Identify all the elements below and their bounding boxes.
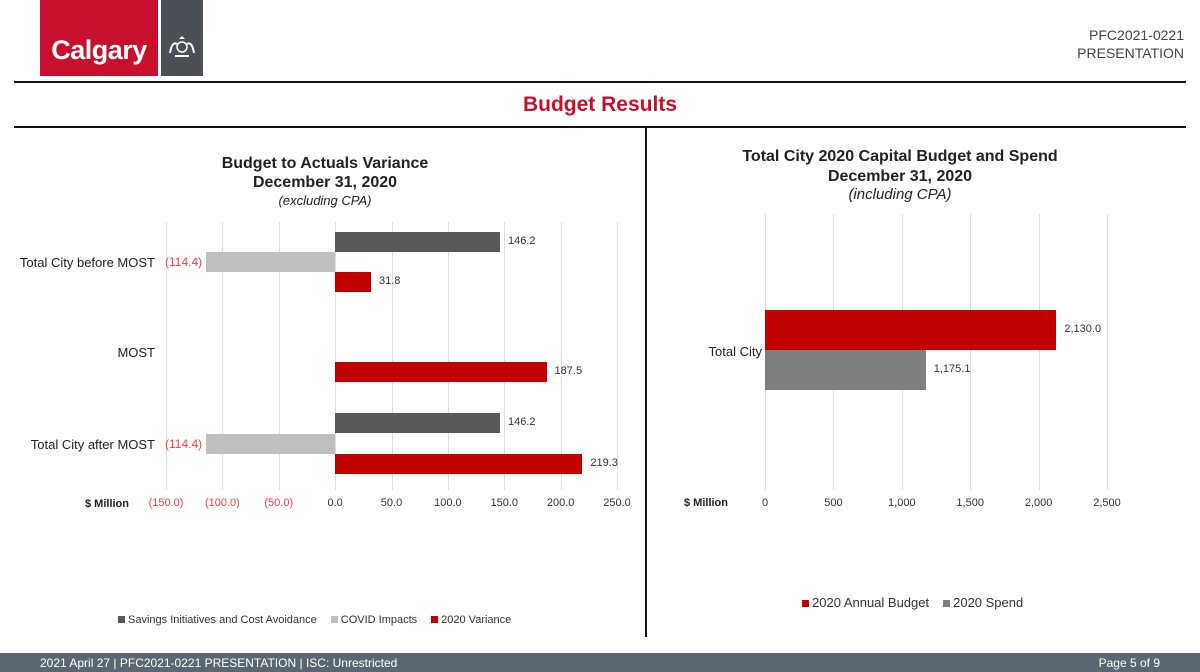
page-number: Page 5 of 9 [1098,655,1160,670]
footer-info: 2021 April 27 | PFC2021-0221 PRESENTATIO… [40,655,398,670]
data-label: 146.2 [507,235,536,247]
legend-item: 2020 Annual Budget [802,595,929,610]
title-rule [14,126,1186,128]
footer: 2021 April 27 | PFC2021-0221 PRESENTATIO… [0,653,1200,672]
chart-title: Budget to Actuals Variance [221,155,429,172]
category-label: Total City [708,344,762,359]
legend-item: 2020 Variance [431,614,511,626]
gridline [447,222,449,490]
data-label: 219.3 [590,457,618,469]
tick-label: 50.0 [380,497,403,509]
tick-label: 0.0 [327,497,343,509]
legend: 2020 Annual Budget 2020 Spend [802,595,1023,610]
tick-label: 500 [824,497,843,509]
tick-label: 250.0 [603,497,631,509]
tick-label: (50.0) [264,497,294,509]
tick-label: (100.0) [204,497,240,509]
legend-label: 2020 Spend [953,595,1024,610]
doc-id-text: PFC2021-0221 [1089,27,1184,43]
legend-label: Savings Initiatives and Cost Avoidance [128,614,317,626]
legend-swatch [431,616,439,623]
category-label: Total City after MOST [30,437,155,452]
legend-item: 2020 Spend [943,595,1023,610]
data-label: (114.4) [165,255,203,269]
tick-label: 0 [761,497,769,509]
city-crest-icon [161,0,203,76]
legend-item: Savings Initiatives and Cost Avoidance [118,614,317,626]
gridline [278,222,280,490]
tick-label: (150.0) [148,497,184,509]
gridline [560,222,562,490]
gridline [335,222,337,490]
gridline [166,222,167,490]
tick-label: 2,000 [1024,497,1053,509]
footer-doc: PFC2021-0221 PRESENTATION [119,655,297,670]
chart-divider [645,127,647,637]
variance-chart: Budget to Actuals Variance December 31, … [19,155,631,626]
tick-label: 1,000 [888,497,916,509]
bar-2 [335,362,547,382]
bar-1 [765,350,926,390]
footer-date: 2021 April 27 [40,655,111,670]
bar-2 [335,272,371,292]
axis-unit: $ Million [85,498,129,510]
bar-0 [765,310,1057,350]
legend-swatch [943,600,951,607]
tick-label: 150.0 [490,497,519,509]
bar-0 [335,413,500,433]
legend-label: COVID Impacts [340,614,418,626]
chart-subtitle: December 31, 2020 [252,174,398,191]
legend-swatch [802,600,809,607]
bar-1 [206,434,336,454]
gridline [970,214,972,490]
gridline [1038,214,1040,490]
gridline [504,222,506,490]
category-label: Total City before MOST [19,255,155,270]
legend: Savings Initiatives and Cost Avoidance CO… [118,614,511,626]
legend-label: 2020 Annual Budget [812,595,930,610]
data-label: 187.5 [554,365,583,377]
slide-title: Budget Results [522,93,677,116]
tick-label: 100.0 [434,497,462,509]
legend-swatch [118,616,125,623]
bar-0 [335,232,500,252]
tick-label: 2,500 [1093,497,1121,509]
chart-note: (including CPA) [848,186,952,203]
tick-label: 200.0 [546,497,575,509]
data-label: 2,130.0 [1064,323,1102,335]
gridline [1107,214,1108,490]
tick-label: 1,500 [956,497,984,509]
data-label: 1,175.1 [933,363,971,375]
bar-1 [206,252,336,272]
data-label: 146.2 [507,416,536,428]
chart-subtitle: December 31, 2020 [827,168,973,185]
header-rule [14,81,1186,83]
logo-text: Calgary [51,35,147,65]
gridline [617,222,618,490]
document-id: PFC2021-0221 PRESENTATION [1077,26,1184,62]
legend-label: 2020 Variance [441,614,512,626]
data-label: (114.4) [165,437,203,451]
chart-title: Total City 2020 Capital Budget and Spend [742,148,1058,165]
data-label: 31.8 [378,275,401,287]
axis-unit: $ Million [684,497,728,509]
calgary-logo: Calgary [40,0,158,76]
legend-swatch [330,616,338,623]
gridline [391,222,393,490]
category-label: MOST [117,345,155,360]
chart-note: (excluding CPA) [278,193,372,208]
doc-type-text: PRESENTATION [1077,45,1184,61]
footer-classification: ISC: Unrestricted [305,655,398,670]
gridline [222,222,224,490]
bar-2 [335,454,583,474]
capital-chart: Total City 2020 Capital Budget and Spend… [647,0,1200,640]
legend-item: COVID Impacts [330,614,418,626]
